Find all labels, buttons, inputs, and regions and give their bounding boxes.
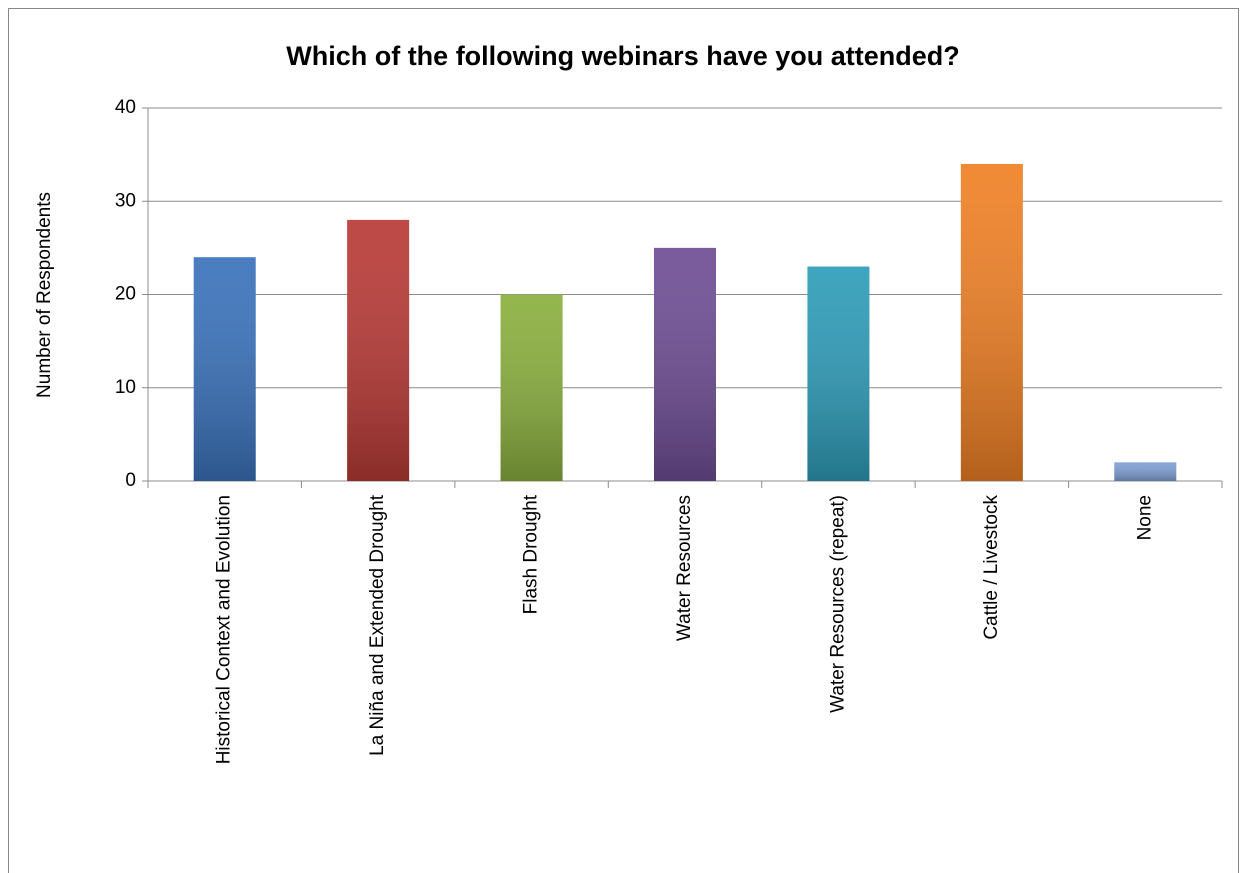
bar — [960, 163, 1023, 481]
x-tick-label: La Niña and Extended Drought — [367, 494, 388, 756]
y-tick-label: 0 — [125, 470, 136, 491]
bar — [654, 247, 716, 481]
y-axis-label: Number of Respondents — [34, 192, 55, 398]
bar — [1114, 462, 1177, 481]
x-tick-label: Cattle / Livestock — [981, 495, 1002, 640]
y-tick-label: 20 — [115, 284, 136, 305]
y-tick-label: 10 — [115, 377, 136, 398]
x-tick-label: Water Resources — [674, 495, 695, 641]
bar — [807, 266, 870, 481]
chart-title: Which of the following webinars have you… — [286, 41, 960, 71]
bar — [500, 294, 563, 481]
y-tick-label: 30 — [115, 190, 136, 211]
chart-frame — [8, 8, 1239, 873]
y-tick-label: 40 — [115, 97, 136, 118]
x-tick-label: None — [1134, 495, 1155, 540]
x-tick-label: Historical Context and Evolution — [214, 495, 235, 764]
bar — [193, 257, 256, 481]
bar — [347, 219, 410, 481]
x-tick-label: Water Resources (repeat) — [827, 495, 848, 713]
x-tick-label: Flash Drought — [521, 494, 542, 614]
